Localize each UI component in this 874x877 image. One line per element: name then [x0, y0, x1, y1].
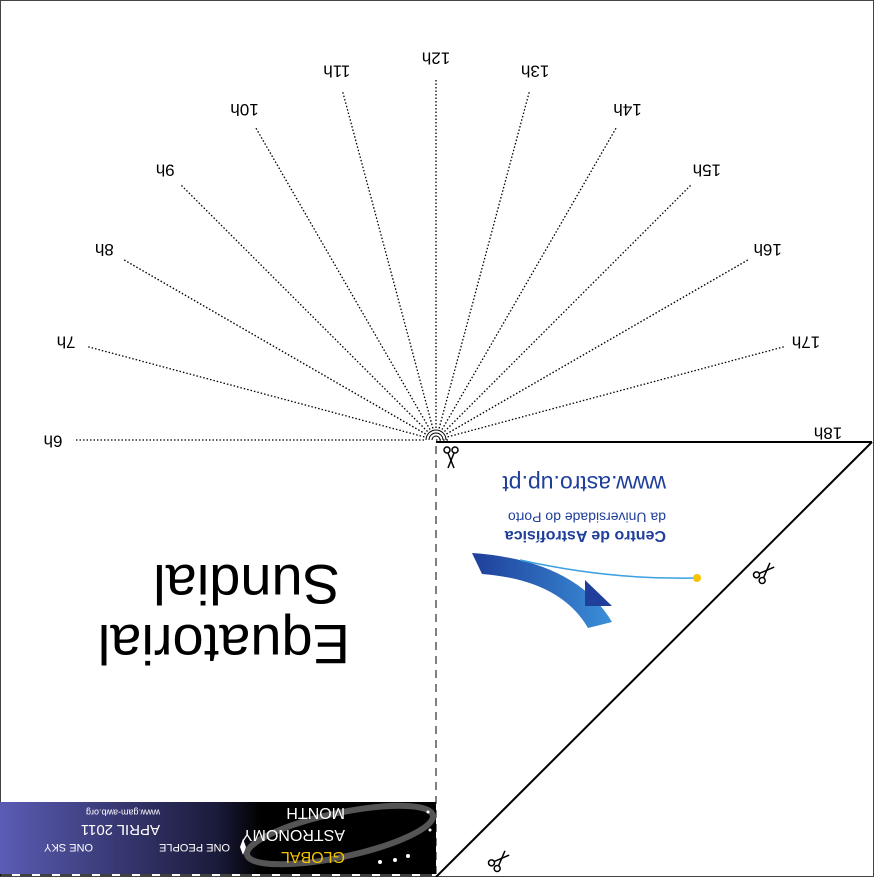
logo-subtitle: da Universidade do Porto — [508, 509, 666, 525]
cut-edge — [435, 441, 873, 877]
hour-label: 10h — [230, 100, 258, 119]
hour-line — [444, 184, 692, 432]
banner-tagline: ONE SKY — [43, 841, 93, 853]
hour-label: 15h — [693, 161, 721, 180]
hour-line — [88, 346, 425, 438]
hour-line — [342, 92, 434, 429]
hour-line — [180, 184, 428, 432]
hour-line — [123, 259, 426, 435]
hour-label: 7h — [57, 332, 76, 351]
hour-label: 8h — [95, 240, 114, 259]
logo-name: Centro de Astrofísica — [505, 527, 666, 544]
hour-line — [255, 127, 431, 430]
arcs — [425, 429, 447, 441]
banner — [0, 802, 437, 874]
banner-url: www.gam-awb.org — [86, 808, 161, 818]
banner-date: APRIL 2011 — [81, 821, 160, 838]
logo-swoosh — [472, 553, 701, 628]
hour-label: 9h — [156, 161, 175, 180]
title: Sundial — [153, 553, 340, 616]
hour-label: 14h — [613, 100, 641, 119]
hour-line — [441, 127, 617, 430]
banner-text: ASTRONOMY — [242, 826, 345, 843]
hour-label: 11h — [323, 62, 350, 81]
logo-url: www.astro.up.pt — [502, 471, 667, 497]
banner-tagline: ONE PEOPLE — [159, 841, 230, 853]
hour-line — [447, 346, 784, 438]
hour-label: 17h — [792, 332, 820, 351]
hour-label: 18h — [814, 424, 842, 443]
scissors — [443, 446, 775, 873]
hour-line — [446, 259, 749, 435]
hour-label: 6h — [44, 432, 63, 451]
banner-text: GLOBAL — [281, 848, 345, 865]
hour-lines — [76, 80, 784, 441]
hour-line — [438, 92, 530, 429]
hour-label: 16h — [754, 240, 782, 259]
banner-text: MONTH — [286, 804, 345, 821]
hour-label: 13h — [521, 62, 549, 81]
title: Equatorial — [98, 613, 350, 676]
hour-label: 12h — [422, 49, 450, 68]
